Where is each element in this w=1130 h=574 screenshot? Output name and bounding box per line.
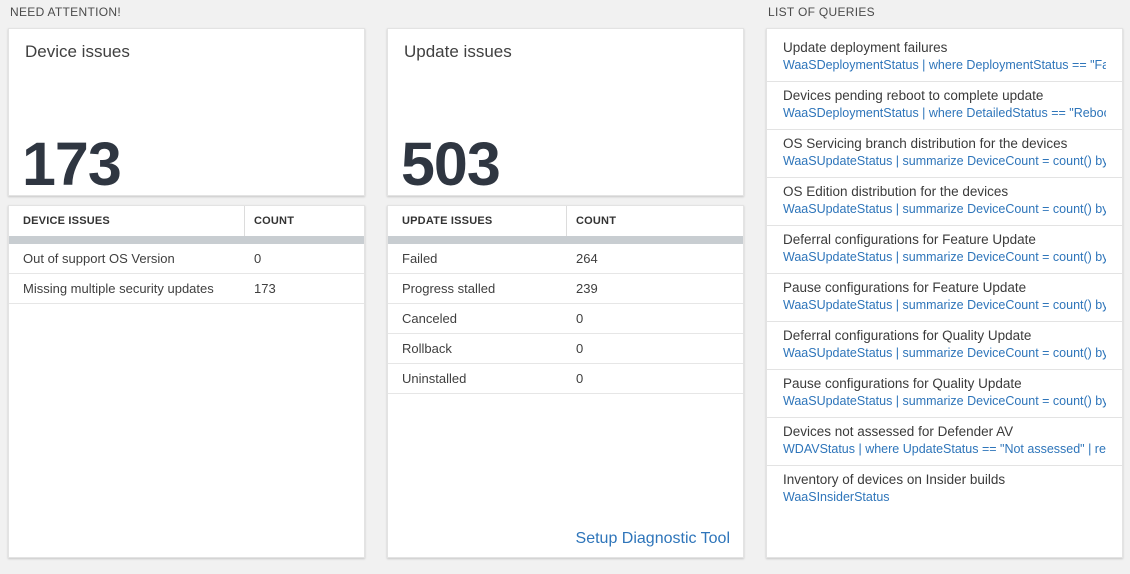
query-name: Pause configurations for Feature Update	[783, 280, 1027, 295]
table-row[interactable]: Canceled 0	[388, 304, 743, 334]
update-issues-tile[interactable]: Update issues 503	[387, 28, 744, 196]
query-text: WaaSUpdateStatus | summarize DeviceCount…	[783, 154, 1106, 168]
row-count: 264	[576, 251, 598, 266]
query-name: Update deployment failures	[783, 40, 948, 55]
query-item[interactable]: OS Servicing branch distribution for the…	[767, 130, 1122, 178]
row-label: Progress stalled	[402, 281, 496, 296]
table-row[interactable]: Progress stalled 239	[388, 274, 743, 304]
device-issues-header-count: COUNT	[244, 206, 294, 236]
update-issues-table-header: UPDATE ISSUES COUNT	[388, 206, 743, 236]
query-item[interactable]: Devices pending reboot to complete updat…	[767, 82, 1122, 130]
query-name: Deferral configurations for Feature Upda…	[783, 232, 1036, 247]
update-issues-header-count: COUNT	[566, 206, 616, 236]
row-label: Uninstalled	[402, 371, 467, 386]
table-row[interactable]: Missing multiple security updates 173	[9, 274, 364, 304]
query-name: OS Servicing branch distribution for the…	[783, 136, 1068, 151]
table-row[interactable]: Failed 264	[388, 244, 743, 274]
query-text: WaaSUpdateStatus | summarize DeviceCount…	[783, 394, 1106, 408]
row-label: Failed	[402, 251, 438, 266]
update-issues-table: UPDATE ISSUES COUNT Failed 264 Progress …	[387, 205, 744, 558]
row-count: 0	[576, 341, 584, 356]
device-issues-table-header: DEVICE ISSUES COUNT	[9, 206, 364, 236]
update-issues-tile-title: Update issues	[404, 42, 512, 61]
horizontal-scrollbar[interactable]	[388, 236, 743, 244]
query-text: WaaSUpdateStatus | summarize DeviceCount…	[783, 346, 1106, 360]
query-item[interactable]: Pause configurations for Quality Update …	[767, 370, 1122, 418]
query-name: Pause configurations for Quality Update	[783, 376, 1022, 391]
table-row[interactable]: Rollback 0	[388, 334, 743, 364]
query-name: Devices pending reboot to complete updat…	[783, 88, 1044, 103]
device-issues-tile[interactable]: Device issues 173	[8, 28, 365, 196]
device-issues-header-label: DEVICE ISSUES	[23, 215, 110, 227]
query-item[interactable]: Devices not assessed for Defender AV WDA…	[767, 418, 1122, 466]
list-of-queries-card: Update deployment failures WaaSDeploymen…	[766, 28, 1123, 558]
need-attention-section-label: NEED ATTENTION!	[10, 5, 121, 19]
query-name: Deferral configurations for Quality Upda…	[783, 328, 1032, 343]
query-name: Devices not assessed for Defender AV	[783, 424, 1014, 439]
query-name: Inventory of devices on Insider builds	[783, 472, 1006, 487]
device-issues-count: 173	[22, 130, 122, 198]
query-item[interactable]: OS Edition distribution for the devices …	[767, 178, 1122, 226]
row-count: 0	[576, 371, 584, 386]
query-item[interactable]: Pause configurations for Feature Update …	[767, 274, 1122, 322]
row-label: Missing multiple security updates	[23, 281, 214, 296]
query-text: WaaSUpdateStatus | summarize DeviceCount…	[783, 298, 1106, 312]
table-row[interactable]: Out of support OS Version 0	[9, 244, 364, 274]
setup-diagnostic-tool-link[interactable]: Setup Diagnostic Tool	[575, 530, 730, 547]
device-issues-tile-title: Device issues	[25, 42, 130, 61]
row-count: 0	[254, 251, 262, 266]
query-item[interactable]: Update deployment failures WaaSDeploymen…	[767, 34, 1122, 82]
query-text: WaaSInsiderStatus	[783, 490, 890, 504]
query-item[interactable]: Deferral configurations for Feature Upda…	[767, 226, 1122, 274]
update-issues-count: 503	[401, 130, 501, 198]
table-row[interactable]: Uninstalled 0	[388, 364, 743, 394]
horizontal-scrollbar[interactable]	[9, 236, 364, 244]
device-issues-table: DEVICE ISSUES COUNT Out of support OS Ve…	[8, 205, 365, 558]
query-text: WaaSUpdateStatus | summarize DeviceCount…	[783, 250, 1106, 264]
query-name: OS Edition distribution for the devices	[783, 184, 1009, 199]
query-text: WaaSUpdateStatus | summarize DeviceCount…	[783, 202, 1106, 216]
list-of-queries-section-label: LIST OF QUERIES	[768, 5, 875, 19]
row-label: Rollback	[402, 341, 452, 356]
query-item[interactable]: Inventory of devices on Insider builds W…	[767, 466, 1122, 513]
query-text: WaaSDeploymentStatus | where DetailedSta…	[783, 106, 1106, 120]
query-item[interactable]: Deferral configurations for Quality Upda…	[767, 322, 1122, 370]
update-issues-header-label: UPDATE ISSUES	[402, 215, 493, 227]
row-count: 239	[576, 281, 598, 296]
row-count: 0	[576, 311, 584, 326]
row-label: Canceled	[402, 311, 457, 326]
row-count: 173	[254, 281, 276, 296]
query-text: WaaSDeploymentStatus | where DeploymentS…	[783, 58, 1106, 72]
query-text: WDAVStatus | where UpdateStatus == "Not …	[783, 442, 1106, 456]
row-label: Out of support OS Version	[23, 251, 175, 266]
